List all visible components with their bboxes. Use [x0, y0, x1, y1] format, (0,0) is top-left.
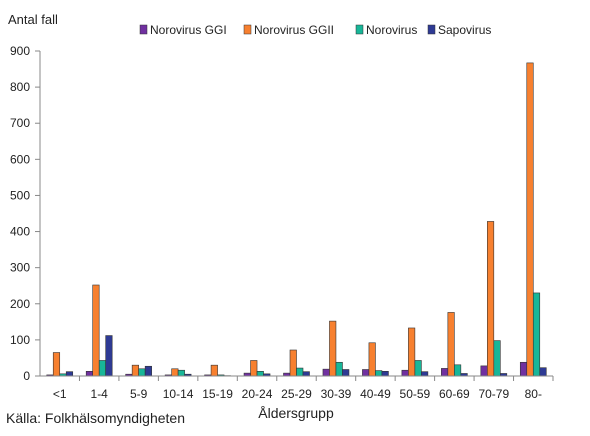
bar-norovirus-ggii-10-14: [171, 368, 179, 377]
bar-norovirus-ggi-70-79: [480, 365, 488, 377]
bar-norovirus-ggi-60-69: [441, 368, 449, 377]
bar-norovirus-ggi-1-4: [85, 371, 93, 377]
x-tick-label: 10-14: [163, 387, 194, 401]
bar-sapovirus-<1: [65, 371, 74, 377]
bars: [46, 62, 547, 377]
x-tick-label: 25-29: [281, 387, 312, 401]
bar-norovirus-1-4: [98, 360, 106, 377]
legend-swatch: [427, 24, 436, 35]
bar-norovirus-25-29: [296, 367, 304, 377]
legend-swatch: [355, 24, 364, 35]
y-tick-label: 300: [10, 261, 30, 275]
y-tick-label: 0: [23, 369, 30, 383]
bar-norovirus-60-69: [454, 364, 462, 377]
bar-sapovirus-40-49: [381, 371, 389, 377]
bar-norovirus-40-49: [375, 370, 383, 377]
y-tick-label: 600: [10, 152, 30, 166]
x-tick-label: 30-39: [321, 387, 352, 401]
bar-norovirus-ggii-70-79: [487, 221, 495, 377]
y-tick-label: 800: [10, 80, 30, 94]
x-tick-label: 5-9: [130, 387, 148, 401]
bar-norovirus-ggii-80-: [526, 62, 534, 377]
bar-sapovirus-1-4: [105, 335, 113, 377]
legend-swatch: [139, 24, 148, 35]
bar-norovirus-ggi-30-39: [322, 368, 330, 377]
x-tick-label: 15-19: [202, 387, 233, 401]
legend: Norovirus GGI Norovirus GGII Norovirus Sapo…: [139, 23, 491, 37]
x-tick-label: <1: [53, 387, 67, 401]
x-tick-label: 1-4: [91, 387, 109, 401]
bar-norovirus-ggii-20-24: [250, 360, 258, 377]
x-tick-label: 40-49: [360, 387, 391, 401]
x-axis: <1 1-4 5-9 10-14 15-19 20-24 25-29 30-39 40-49 50…: [40, 375, 554, 401]
bar-norovirus-70-79: [493, 340, 501, 377]
bar-norovirus-10-14: [177, 369, 185, 377]
legend-swatch: [243, 24, 252, 35]
y-axis-label: Antal fall: [8, 12, 58, 27]
bar-norovirus-ggii-60-69: [447, 312, 455, 377]
y-tick-label: 100: [10, 333, 30, 347]
y-tick-label: 500: [10, 188, 30, 202]
bar-norovirus-ggii-15-19: [210, 364, 218, 377]
y-axis: 0 100 200 300 400 500 600 700 800 900: [10, 44, 41, 383]
y-tick-label: 900: [10, 44, 30, 58]
source-note: Källa: Folkhälsomyndigheten: [6, 410, 185, 426]
bar-sapovirus-5-9: [144, 365, 152, 377]
y-tick-label: 700: [10, 116, 30, 130]
bar-norovirus-ggii-40-49: [368, 342, 376, 377]
bar-norovirus-ggii-50-59: [408, 327, 416, 377]
bar-norovirus-5-9: [138, 368, 146, 377]
x-tick-label: 80-: [525, 387, 542, 401]
bar-sapovirus-25-29: [302, 371, 310, 377]
bar-norovirus-50-59: [414, 360, 422, 377]
bar-norovirus-ggii-25-29: [289, 349, 297, 377]
bar-norovirus-ggi-50-59: [401, 369, 409, 377]
bar-sapovirus-30-39: [342, 369, 350, 377]
x-axis-label: Åldersgrupp: [258, 405, 334, 421]
bar-norovirus-ggii-5-9: [131, 364, 139, 377]
legend-label: Norovirus GGII: [254, 23, 334, 37]
y-tick-label: 400: [10, 225, 30, 239]
bar-norovirus-30-39: [335, 361, 343, 377]
x-tick-label: 60-69: [439, 387, 470, 401]
bar-norovirus-ggii-1-4: [92, 284, 100, 377]
legend-label: Norovirus: [366, 23, 417, 37]
bar-norovirus-20-24: [256, 371, 264, 377]
bar-norovirus-80-: [532, 292, 541, 377]
bar-sapovirus-50-59: [421, 371, 429, 377]
x-tick-label: 50-59: [400, 387, 431, 401]
x-tick-label: 20-24: [242, 387, 273, 401]
bar-norovirus-ggii-30-39: [329, 320, 337, 377]
bar-norovirus-ggi-40-49: [362, 369, 370, 377]
bar-norovirus-ggii-<1: [52, 352, 61, 377]
bar-norovirus-ggi-80-: [519, 361, 528, 377]
bar-sapovirus-80-: [539, 367, 547, 377]
legend-label: Norovirus GGI: [150, 23, 227, 37]
x-tick-label: 70-79: [478, 387, 509, 401]
legend-label: Sapovirus: [438, 23, 491, 37]
y-tick-label: 200: [10, 297, 30, 311]
